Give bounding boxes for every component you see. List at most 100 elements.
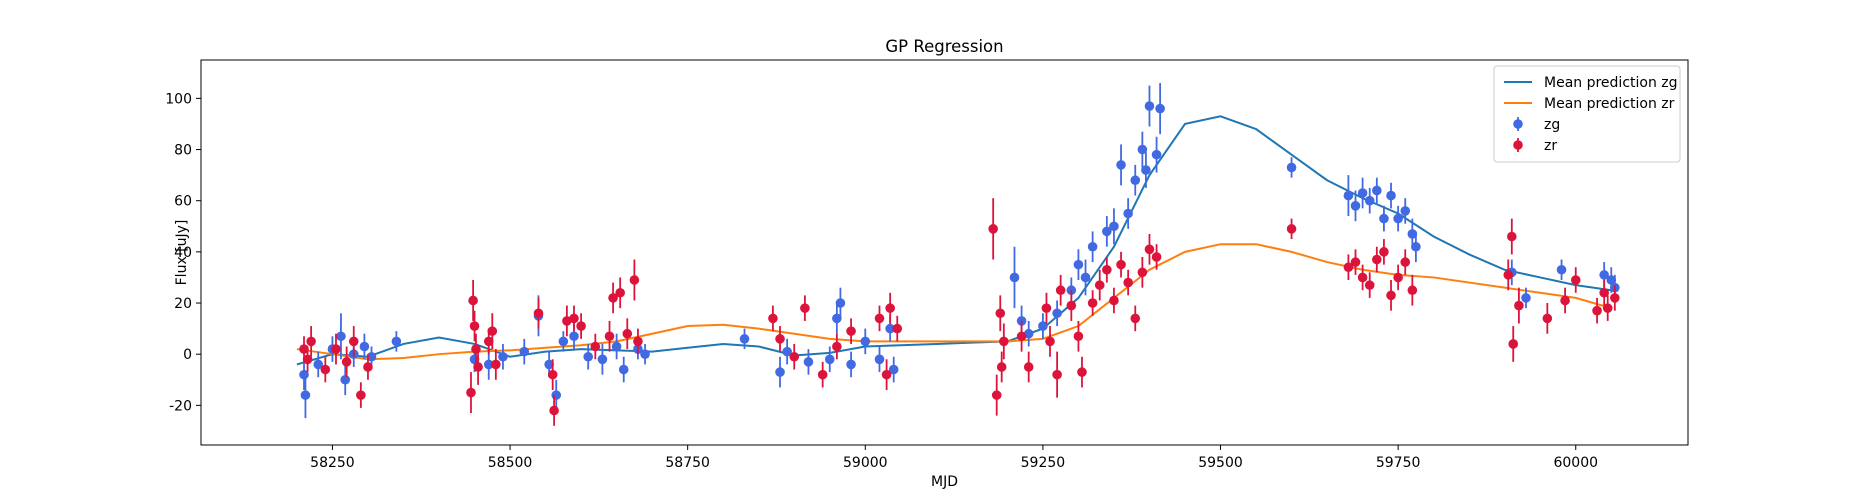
data-point xyxy=(1123,208,1133,219)
data-point xyxy=(832,313,842,324)
legend-label: zr xyxy=(1544,138,1557,154)
data-point xyxy=(300,390,311,400)
data-point xyxy=(995,308,1006,319)
plot-area xyxy=(296,83,1620,426)
data-point xyxy=(988,224,998,234)
data-point xyxy=(468,295,478,306)
data-point xyxy=(590,341,601,352)
data-point xyxy=(1556,264,1567,275)
x-tick-label: 58250 xyxy=(310,455,355,471)
data-point xyxy=(775,334,785,344)
data-point xyxy=(597,354,608,365)
data-point xyxy=(1038,321,1048,331)
data-point xyxy=(789,351,800,362)
data-point xyxy=(604,331,615,342)
data-point xyxy=(483,336,494,347)
data-point xyxy=(860,336,871,347)
data-point xyxy=(1350,201,1361,211)
data-point xyxy=(885,323,895,334)
data-point xyxy=(991,390,1002,400)
data-point xyxy=(1155,103,1165,114)
data-point xyxy=(1116,259,1126,270)
data-point xyxy=(533,308,544,319)
data-point xyxy=(473,362,483,372)
data-point xyxy=(1364,195,1375,206)
data-point xyxy=(1137,144,1148,155)
data-point xyxy=(487,326,498,336)
legend-label: zg xyxy=(1544,117,1560,133)
data-point xyxy=(348,336,359,347)
data-point xyxy=(803,357,814,367)
data-point xyxy=(1109,295,1119,306)
data-point xyxy=(1077,367,1087,377)
data-point xyxy=(835,298,846,308)
data-point xyxy=(1407,229,1418,239)
x-tick-label: 59750 xyxy=(1376,455,1421,471)
data-point xyxy=(1379,213,1389,224)
data-point xyxy=(1560,295,1570,306)
data-point xyxy=(1109,221,1119,232)
data-point xyxy=(1514,300,1524,311)
data-point xyxy=(1151,149,1162,160)
data-point xyxy=(547,369,558,380)
data-point xyxy=(558,336,569,347)
data-point xyxy=(1016,331,1027,342)
data-point xyxy=(313,359,324,370)
data-point xyxy=(1130,313,1141,324)
data-point xyxy=(469,354,480,365)
data-point xyxy=(519,346,530,357)
data-point xyxy=(302,354,313,365)
data-point xyxy=(366,351,377,362)
chart-title: GP Regression xyxy=(885,37,1003,56)
x-tick-label: 58750 xyxy=(665,455,710,471)
data-point xyxy=(611,341,622,352)
data-point xyxy=(576,321,586,331)
data-point xyxy=(618,364,629,375)
data-point xyxy=(1503,270,1514,280)
data-point xyxy=(1045,336,1055,347)
data-point xyxy=(1592,305,1602,316)
data-point xyxy=(544,359,554,370)
data-point xyxy=(1343,190,1354,201)
y-axis-label: Flux [uJy] xyxy=(174,220,190,286)
plot-frame xyxy=(200,59,1689,446)
data-point xyxy=(1286,162,1297,173)
data-point xyxy=(1123,277,1133,288)
x-tick-label: 58500 xyxy=(488,455,533,471)
data-point xyxy=(824,354,835,365)
data-point xyxy=(1570,275,1581,285)
legend-label: Mean prediction zr xyxy=(1544,96,1675,112)
data-point xyxy=(1023,362,1034,372)
legend-swatch xyxy=(1513,140,1523,150)
data-point xyxy=(1087,298,1098,308)
data-point xyxy=(569,331,579,342)
data-point xyxy=(1602,303,1613,313)
data-point xyxy=(782,346,792,357)
y-tick-label: 40 xyxy=(174,245,192,261)
data-point xyxy=(1386,190,1396,201)
data-point xyxy=(483,359,494,370)
data-point xyxy=(1386,290,1396,301)
data-point xyxy=(1372,254,1382,265)
data-point xyxy=(1102,226,1112,237)
data-point xyxy=(999,336,1009,347)
legend-label: Mean prediction zg xyxy=(1544,75,1678,91)
data-point xyxy=(391,336,402,347)
data-point xyxy=(1364,280,1375,290)
data-point xyxy=(1508,339,1519,349)
mean-line xyxy=(296,115,1612,366)
data-point xyxy=(1393,213,1403,224)
data-point xyxy=(299,344,309,354)
data-point xyxy=(615,287,625,298)
data-point xyxy=(1379,247,1389,257)
data-point xyxy=(340,374,351,385)
data-point xyxy=(1052,369,1062,380)
data-point xyxy=(817,369,828,380)
data-point xyxy=(1411,241,1421,252)
data-point xyxy=(1599,270,1609,280)
data-point xyxy=(832,341,842,352)
data-point xyxy=(1141,165,1151,175)
y-tick-label: 0 xyxy=(183,347,192,363)
data-point xyxy=(1130,175,1141,186)
data-point xyxy=(1144,101,1155,111)
